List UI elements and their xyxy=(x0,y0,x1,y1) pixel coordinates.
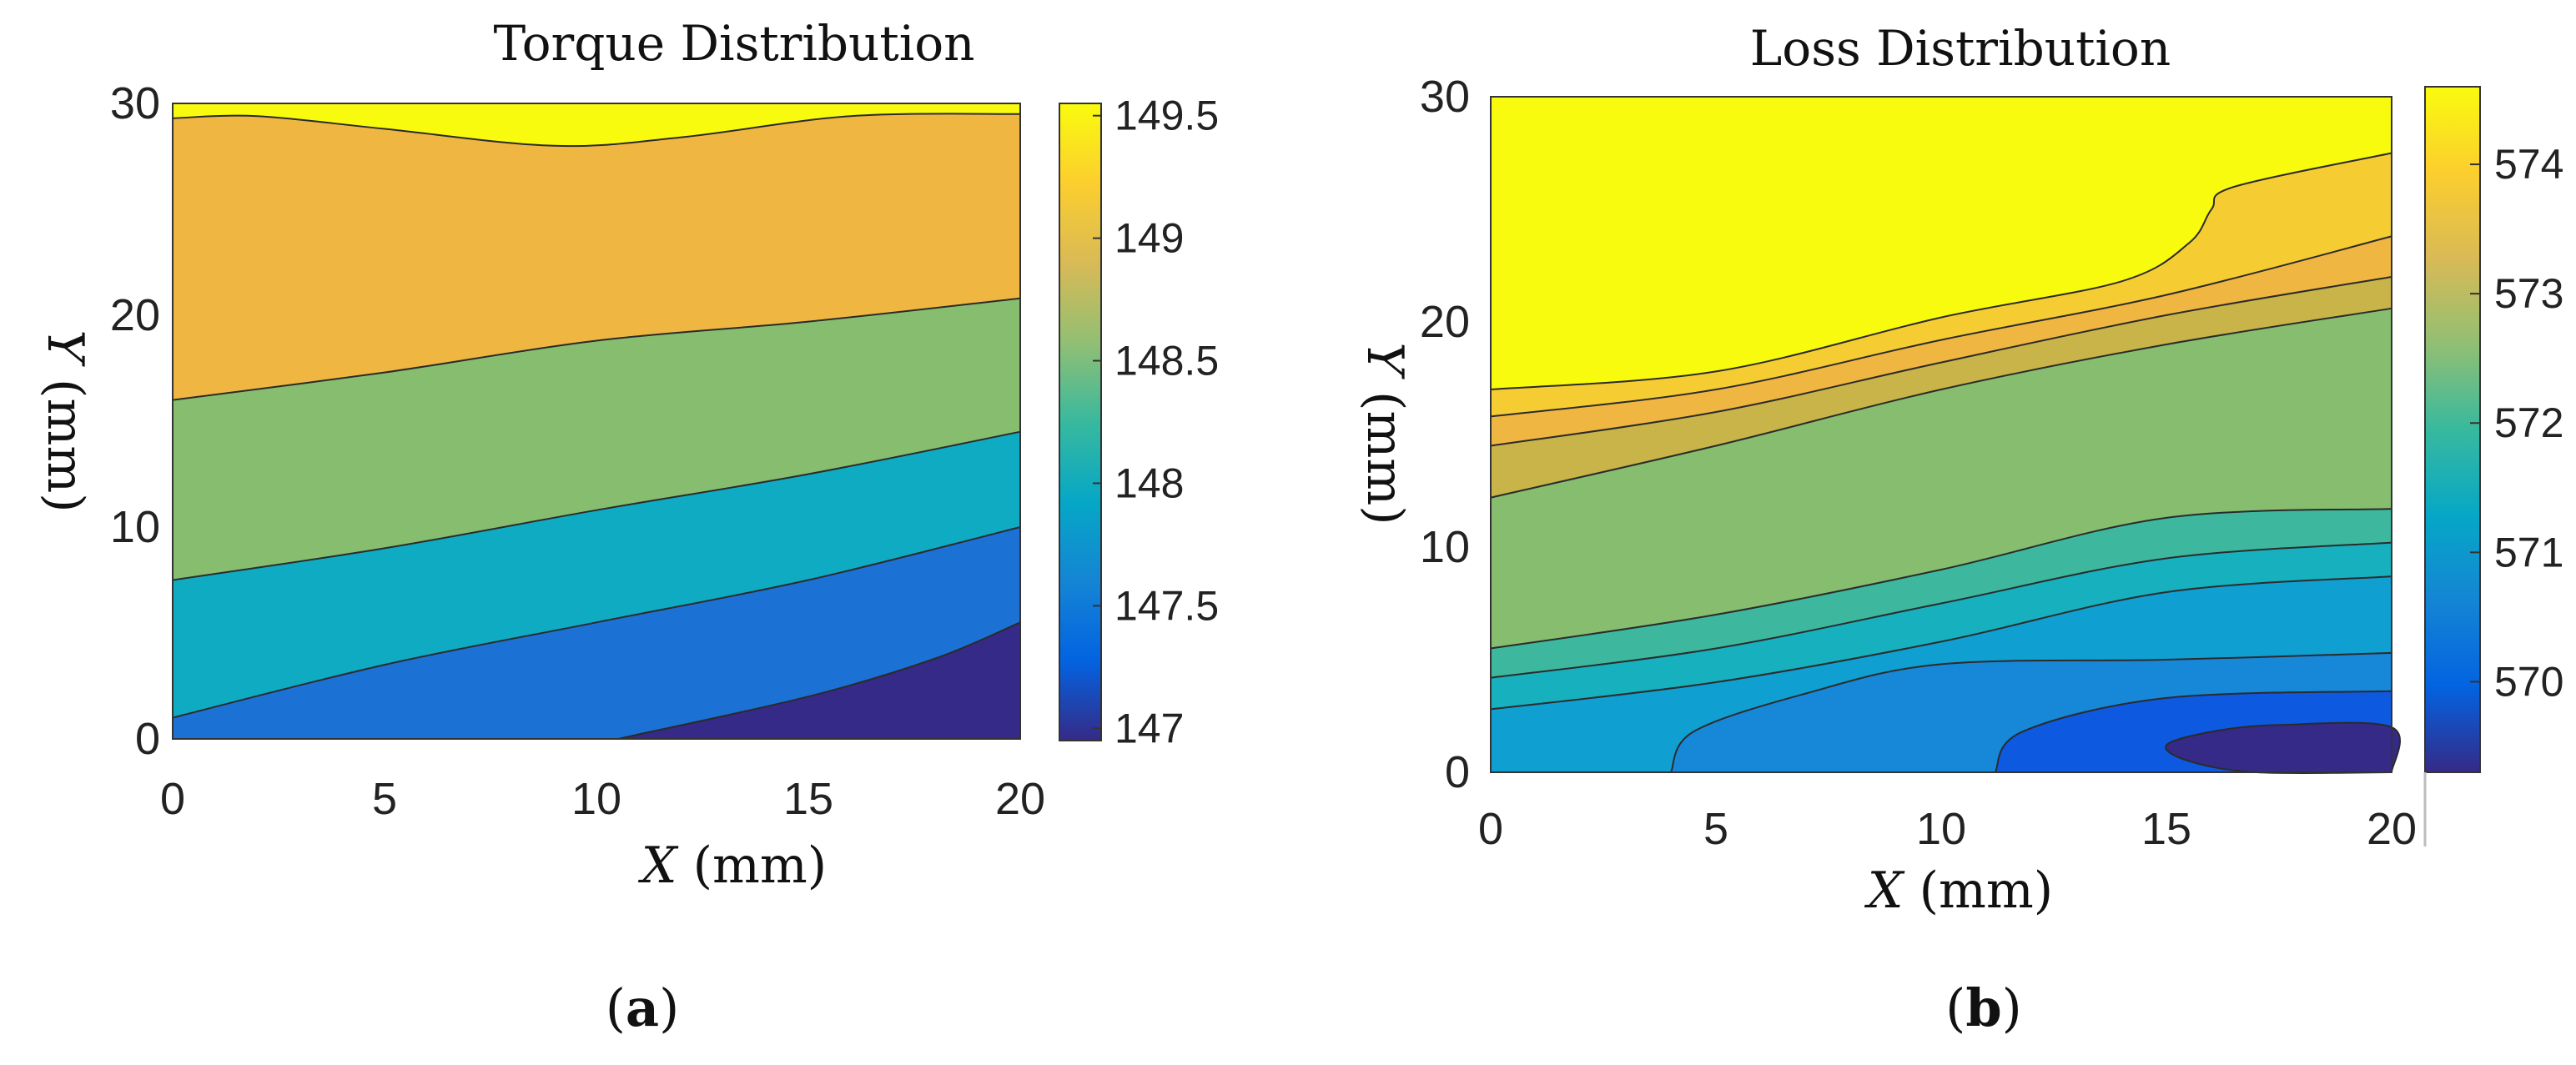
panel-b-xtick-10: 10 xyxy=(1916,804,1966,854)
panel-a-torque: Torque Distribution 0 10 20 30 0 5 10 15… xyxy=(36,15,1219,1038)
panel-b-cbar-label-570: 570 xyxy=(2494,658,2563,705)
panel-b-ytick-30: 30 xyxy=(1420,72,1470,122)
panel-b-colorbar xyxy=(2425,87,2480,772)
panel-a-ytick-30: 30 xyxy=(110,78,160,128)
panel-a-caption: (a) xyxy=(606,977,680,1038)
panel-b-xtick-20: 20 xyxy=(2367,804,2417,854)
panel-b-colorbar-gradient xyxy=(2425,87,2480,772)
panel-b-xtick-0: 0 xyxy=(1478,804,1503,854)
panel-b-title: Loss Distribution xyxy=(1750,20,2171,77)
panel-b-colorbar-ticks: 570 571 572 573 574 xyxy=(2470,141,2563,705)
panel-b-ytick-20: 20 xyxy=(1420,297,1470,347)
panel-b-ytick-0: 0 xyxy=(1445,747,1470,797)
panel-a-xtick-15: 15 xyxy=(783,774,833,824)
panel-a-colorbar-gradient xyxy=(1059,103,1101,741)
panel-b-contour-plot xyxy=(1490,97,2401,775)
panel-b-cbar-label-573: 573 xyxy=(2494,270,2563,317)
panel-a-cbar-label-149: 149 xyxy=(1114,215,1184,262)
panel-a-xlabel: X (mm) xyxy=(638,836,827,895)
panel-a-colorbar-ticks: 147 147.5 148 148.5 149 149.5 xyxy=(1093,93,1219,751)
panel-a-colorbar-frame xyxy=(1059,103,1102,741)
panel-a-cbar-label-148: 148 xyxy=(1114,460,1184,506)
panel-a-xtick-5: 5 xyxy=(372,774,397,824)
panel-b-xtick-5: 5 xyxy=(1703,804,1728,854)
panel-a-cbar-label-147.5: 147.5 xyxy=(1114,582,1219,629)
panel-a-cbar-label-147: 147 xyxy=(1114,705,1184,751)
panel-a-cbar-label-148.5: 148.5 xyxy=(1114,338,1219,384)
panel-b-cbar-label-574: 574 xyxy=(2494,141,2563,188)
panel-b-cbar-label-572: 572 xyxy=(2494,399,2563,446)
panel-b-ytick-10: 10 xyxy=(1420,522,1470,572)
panel-a-ytick-0: 0 xyxy=(135,714,160,764)
panel-b-xlabel: X (mm) xyxy=(1864,862,2053,920)
panel-b-loss: Loss Distribution 0 10 20 30 0 5 10 15 2… xyxy=(1356,20,2563,1038)
panel-a-ytick-20: 20 xyxy=(110,290,160,340)
panel-a-colorbar xyxy=(1059,103,1101,741)
panel-b-cbar-label-571: 571 xyxy=(2494,529,2563,575)
panel-a-level-147 xyxy=(616,621,1021,740)
panel-b-plot-frame xyxy=(1490,96,2392,773)
panel-a-ylabel: Y (mm) xyxy=(36,329,94,512)
panel-a-plot-frame xyxy=(172,103,1021,740)
panel-b-ylabel: Y (mm) xyxy=(1356,342,1414,525)
panel-a-level-147.5 xyxy=(172,526,1021,740)
panel-b-xtick-15: 15 xyxy=(2141,804,2191,854)
panel-a-cbar-label-149.5: 149.5 xyxy=(1114,93,1219,139)
panel-a-xtick-20: 20 xyxy=(995,774,1045,824)
panel-a-xtick-0: 0 xyxy=(160,774,185,824)
panel-a-title: Torque Distribution xyxy=(493,15,974,72)
panel-a-contour-plot xyxy=(172,103,1021,740)
panel-b-colorbar-frame xyxy=(2424,86,2481,773)
panel-a-xtick-10: 10 xyxy=(571,774,621,824)
panel-b-caption: (b) xyxy=(1945,977,2022,1038)
panel-a-ytick-10: 10 xyxy=(110,502,160,552)
